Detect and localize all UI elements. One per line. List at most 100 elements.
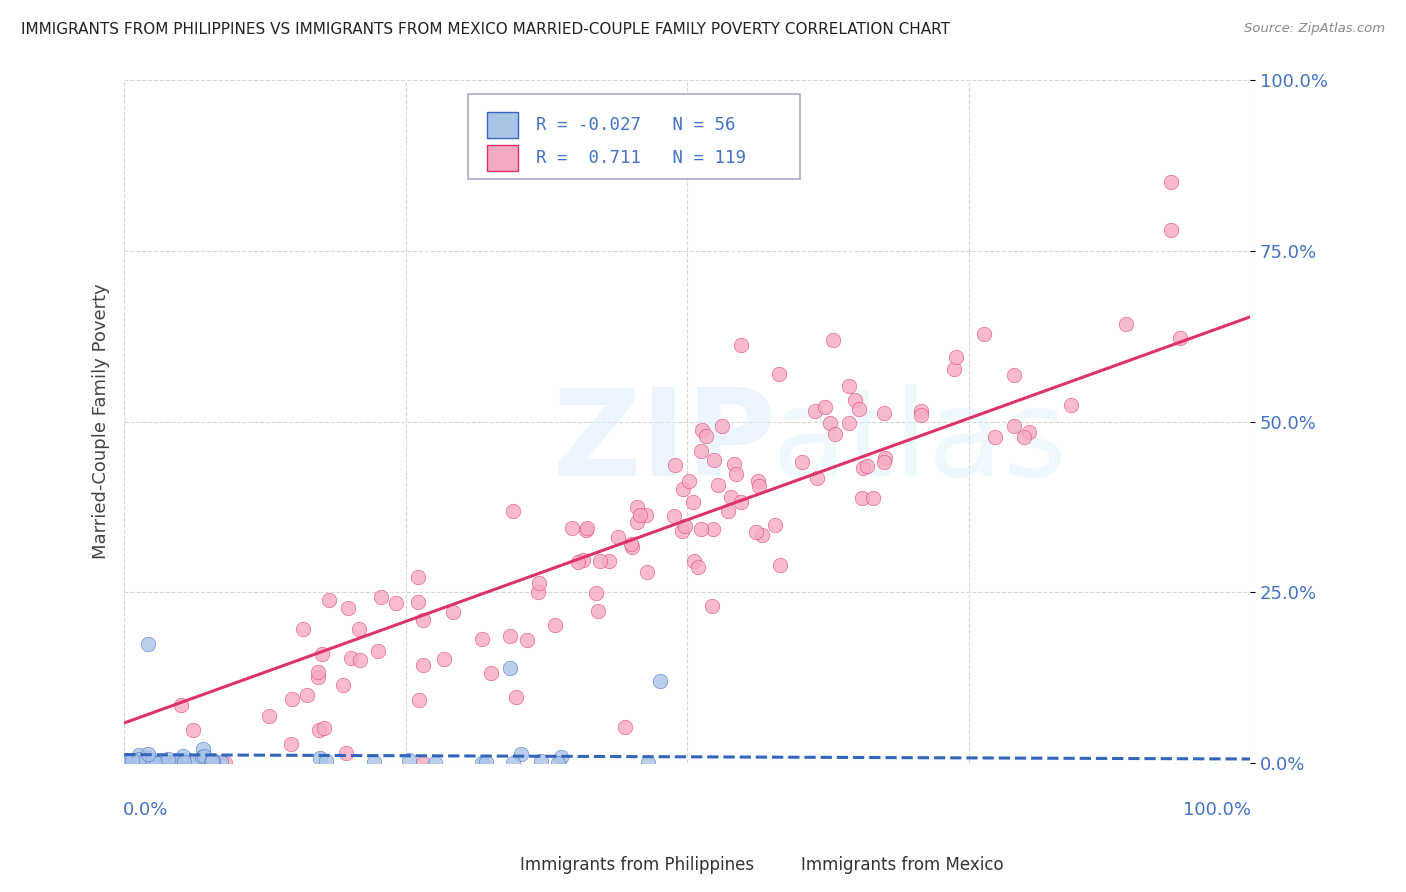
Point — [165, 756, 187, 770]
Point — [942, 361, 965, 376]
Point — [1002, 368, 1025, 383]
Point — [856, 459, 879, 474]
Point — [156, 752, 179, 766]
Point — [1002, 418, 1025, 433]
Point — [121, 753, 143, 767]
Point — [702, 522, 724, 536]
Point — [307, 670, 329, 684]
Text: Source: ZipAtlas.com: Source: ZipAtlas.com — [1244, 22, 1385, 36]
Point — [309, 751, 332, 765]
Point — [332, 678, 354, 692]
Point — [634, 508, 657, 522]
Point — [209, 755, 232, 769]
Point — [128, 747, 150, 762]
Point — [136, 752, 159, 766]
Point — [567, 556, 589, 570]
Point — [717, 503, 740, 517]
Point — [720, 490, 742, 504]
Point — [560, 521, 582, 535]
Point — [412, 756, 434, 771]
Point — [173, 755, 195, 769]
Point — [117, 753, 139, 767]
Point — [702, 599, 724, 614]
Point — [686, 559, 709, 574]
Point — [586, 604, 609, 618]
Point — [129, 756, 152, 771]
Point — [441, 605, 464, 619]
Point — [214, 756, 236, 771]
Point — [576, 521, 599, 535]
Point — [181, 723, 204, 737]
Point — [315, 754, 337, 768]
Point — [620, 537, 643, 551]
Point — [170, 698, 193, 712]
Point — [128, 752, 150, 766]
Point — [291, 622, 314, 636]
Point — [259, 708, 281, 723]
Point — [945, 350, 967, 364]
Point — [606, 530, 628, 544]
Point — [575, 524, 598, 538]
Point — [499, 660, 522, 674]
Point — [423, 756, 446, 770]
Point — [510, 747, 533, 761]
Point — [745, 524, 768, 539]
Point — [193, 749, 215, 764]
Point — [363, 755, 385, 769]
Point — [516, 632, 538, 647]
Point — [172, 755, 194, 769]
Point — [690, 522, 713, 536]
Point — [768, 367, 790, 381]
FancyBboxPatch shape — [752, 853, 792, 880]
Point — [115, 754, 138, 768]
Point — [202, 754, 225, 768]
Point — [134, 756, 156, 770]
Point — [115, 753, 138, 767]
Point — [598, 554, 620, 568]
Point — [662, 509, 685, 524]
Point — [471, 632, 494, 646]
Text: Immigrants from Philippines: Immigrants from Philippines — [520, 856, 755, 874]
Point — [543, 617, 565, 632]
Point — [678, 475, 700, 489]
Point — [412, 657, 434, 672]
Point — [673, 519, 696, 533]
Point — [502, 756, 524, 770]
Point — [145, 756, 167, 771]
Point — [121, 754, 143, 768]
Point — [139, 754, 162, 768]
Point — [852, 461, 875, 475]
Point — [703, 452, 725, 467]
Point — [848, 402, 870, 417]
Point — [862, 491, 884, 505]
Point — [163, 755, 186, 769]
Point — [682, 495, 704, 509]
Point — [145, 756, 167, 770]
Point — [201, 753, 224, 767]
FancyBboxPatch shape — [486, 145, 519, 171]
Text: R = -0.027   N = 56: R = -0.027 N = 56 — [536, 116, 735, 134]
Point — [307, 665, 329, 679]
FancyBboxPatch shape — [468, 94, 800, 179]
Point — [176, 753, 198, 767]
Point — [1018, 425, 1040, 439]
Point — [481, 665, 503, 680]
Point — [547, 756, 569, 770]
Point — [184, 754, 207, 768]
Point — [818, 416, 841, 430]
Point — [1012, 430, 1035, 444]
Point — [115, 755, 138, 769]
Point — [384, 596, 406, 610]
Point — [690, 423, 713, 437]
Text: R =  0.711   N = 119: R = 0.711 N = 119 — [536, 149, 747, 167]
Text: Immigrants from Mexico: Immigrants from Mexico — [801, 856, 1004, 874]
Point — [201, 754, 224, 768]
FancyBboxPatch shape — [471, 853, 510, 880]
Point — [527, 575, 550, 590]
Point — [1160, 176, 1182, 190]
Point — [838, 416, 860, 430]
Point — [337, 601, 360, 615]
Point — [683, 554, 706, 568]
Point — [1160, 223, 1182, 237]
Point — [550, 750, 572, 764]
